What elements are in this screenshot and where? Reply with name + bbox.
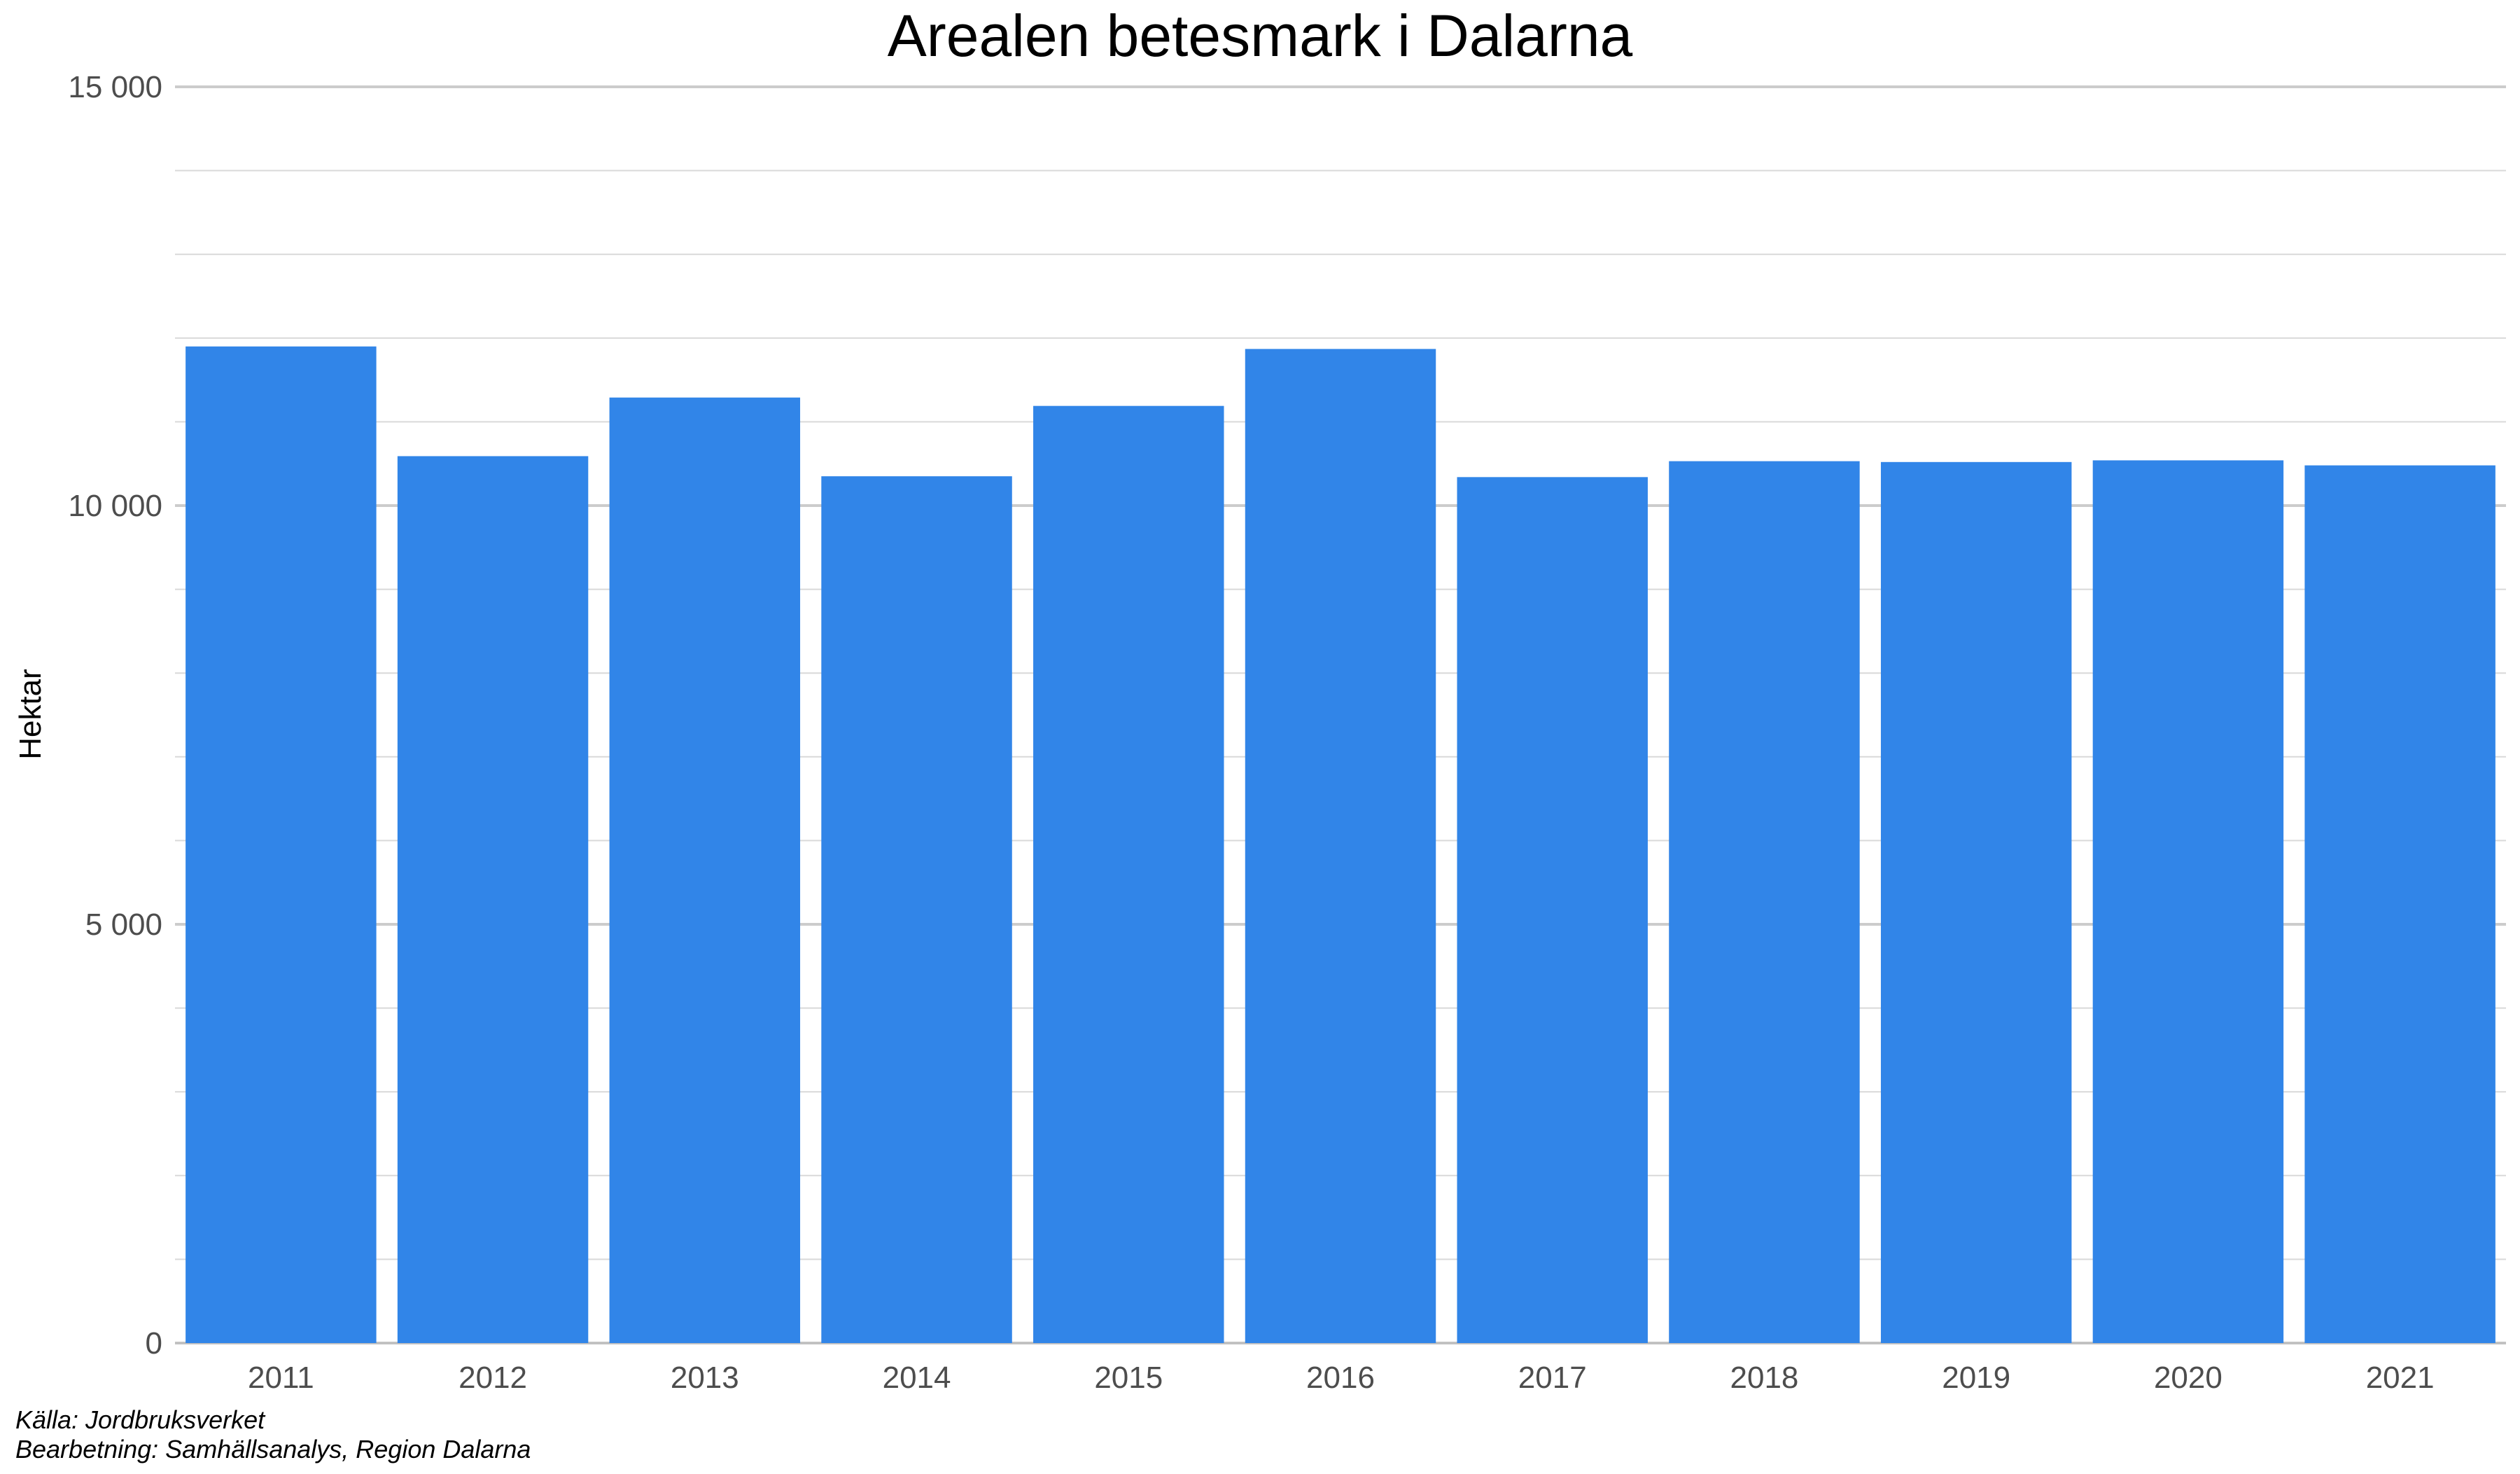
x-tick-label: 2016	[1306, 1361, 1375, 1395]
bar-2018	[1669, 461, 1860, 1343]
axes: Arealen betesmark i Dalarna Hektar Källa…	[13, 3, 2435, 1463]
bars	[186, 346, 2496, 1344]
processing-caption: Bearbetning: Samhällsanalys, Region Dala…	[15, 1435, 531, 1463]
bar-2017	[1457, 477, 1648, 1344]
bar-2014	[821, 476, 1012, 1343]
bar-2021	[2304, 465, 2496, 1343]
x-tick-label: 2015	[1094, 1361, 1163, 1395]
bar-2015	[1033, 405, 1224, 1343]
bar-2019	[1880, 461, 2072, 1343]
x-tick-label: 2021	[2366, 1361, 2435, 1395]
x-tick-label: 2014	[883, 1361, 951, 1395]
chart-title: Arealen betesmark i Dalarna	[888, 3, 1633, 69]
y-axis-title: Hektar	[13, 669, 48, 760]
bar-2016	[1245, 349, 1436, 1343]
x-tick-label: 2019	[1942, 1361, 2010, 1395]
bar-2012	[397, 456, 589, 1343]
y-tick-label: 15 000	[68, 70, 162, 104]
y-tick-label: 10 000	[68, 489, 162, 523]
x-tick-label: 2020	[2154, 1361, 2222, 1395]
x-tick-label: 2013	[671, 1361, 739, 1395]
y-tick-label: 5 000	[85, 908, 162, 942]
bar-2020	[2092, 460, 2284, 1343]
y-tick-label: 0	[146, 1326, 162, 1361]
source-caption: Källa: Jordbruksverket	[15, 1405, 266, 1434]
x-tick-label: 2017	[1518, 1361, 1587, 1395]
x-tick-label: 2012	[458, 1361, 527, 1395]
bar-2013	[609, 397, 801, 1343]
x-tick-label: 2018	[1730, 1361, 1799, 1395]
x-tick-label: 2011	[248, 1361, 314, 1395]
bar-2011	[186, 346, 377, 1343]
